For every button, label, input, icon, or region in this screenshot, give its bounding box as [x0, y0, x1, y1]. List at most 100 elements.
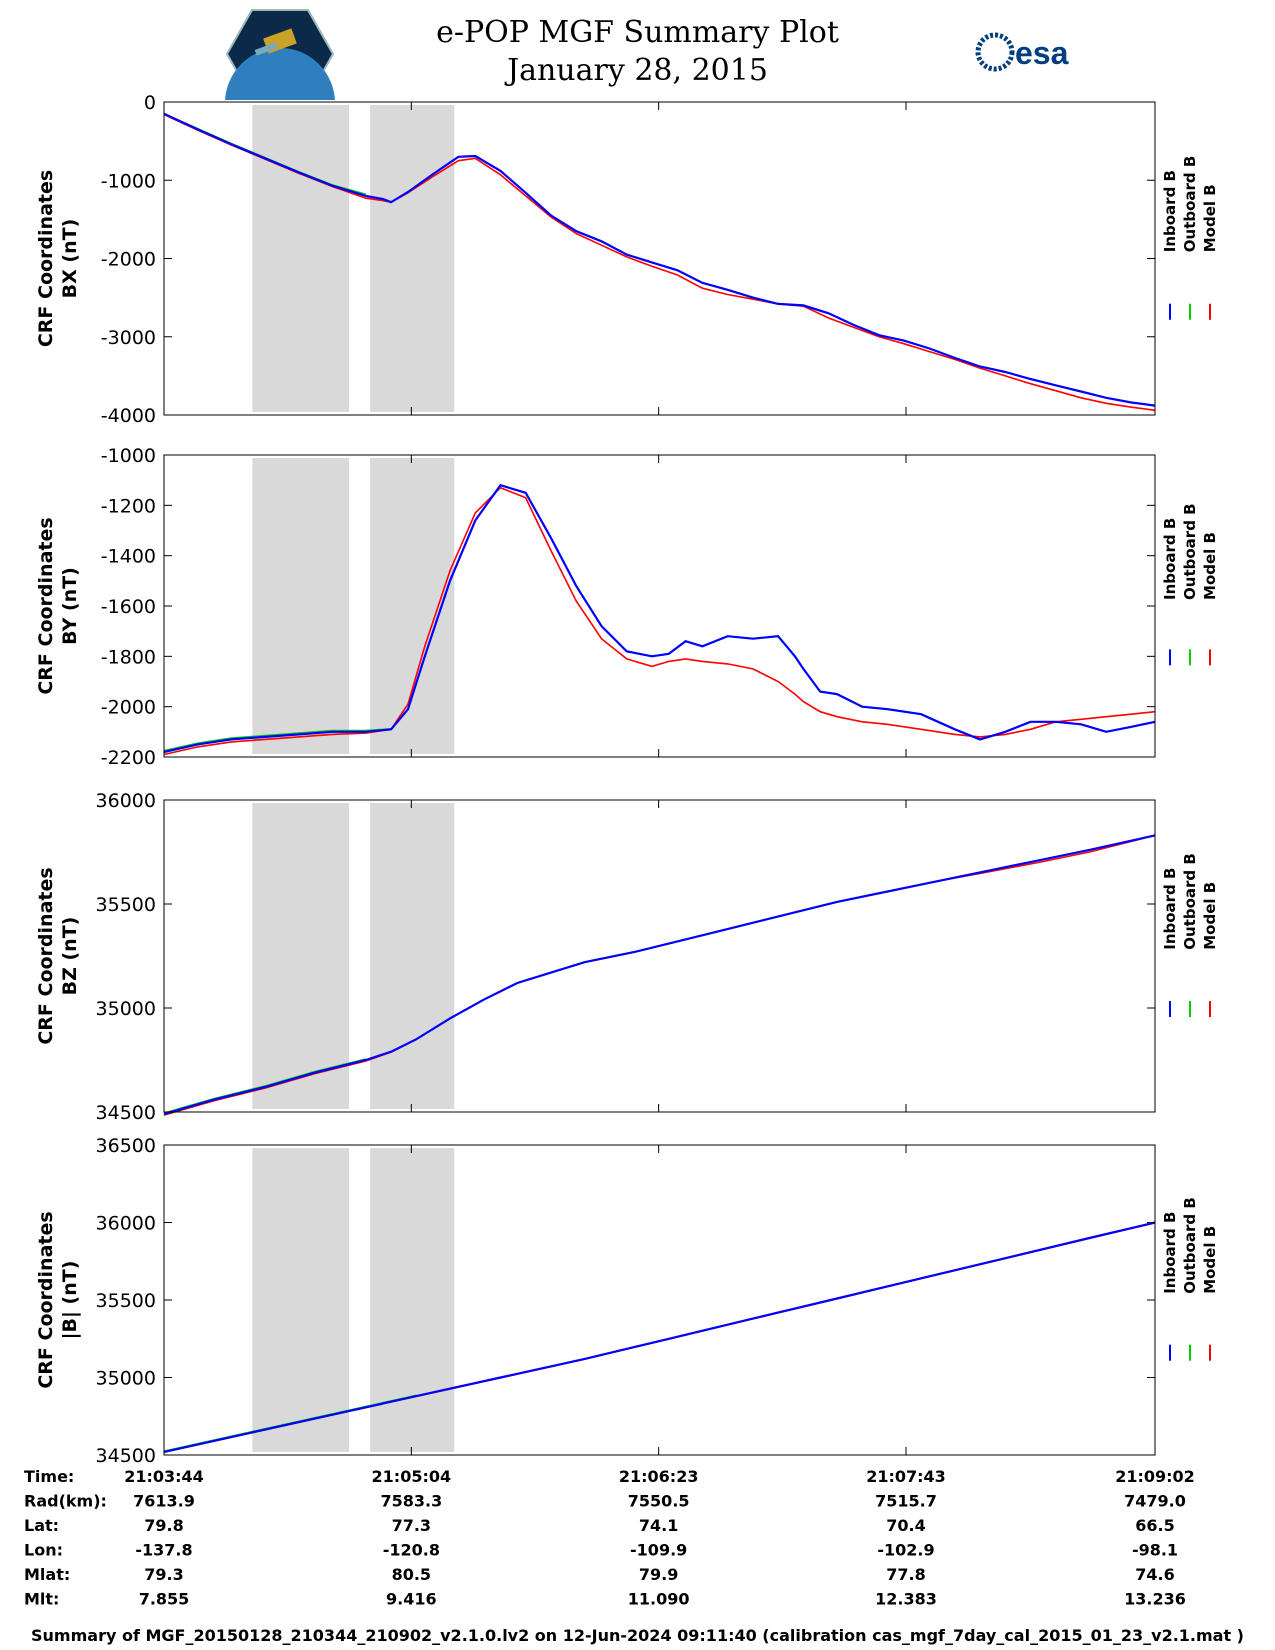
shaded-interval-2-1 — [252, 458, 350, 754]
table-cell-5-2: 7479.0 — [1124, 1492, 1186, 1511]
series-inboard-b-panel-4 — [163, 1221, 1156, 1453]
mission-logo — [225, 9, 335, 100]
table-cell-1-4: -137.8 — [135, 1541, 192, 1560]
table-row-label-2: Rad(km): — [24, 1492, 107, 1511]
table-cell-2-6: 9.416 — [386, 1590, 437, 1609]
legend-label-4-2: Outboard B — [1181, 1197, 1199, 1294]
y-tick-label-3-4: 34500 — [96, 1102, 156, 1124]
y-tick-label-2-5: -1800 — [101, 646, 156, 668]
table-cell-1-1: 21:03:44 — [124, 1467, 204, 1486]
y-tick-label-2-1: -1000 — [101, 445, 156, 467]
shaded-interval-3-2 — [370, 803, 455, 1109]
table-cell-3-6: 11.090 — [628, 1590, 690, 1609]
table-cell-4-3: 70.4 — [886, 1516, 925, 1535]
table-cell-4-6: 12.383 — [875, 1590, 937, 1609]
y-tick-label-2-2: -1200 — [101, 495, 156, 517]
table-cell-5-1: 21:09:02 — [1115, 1467, 1195, 1486]
legend-label-4-1: Inboard B — [1161, 1212, 1179, 1294]
table-row-label-3: Lat: — [24, 1516, 59, 1535]
table-cell-2-5: 80.5 — [392, 1565, 431, 1584]
footer-caption: Summary of MGF_20150128_210344_210902_v2… — [31, 1626, 1244, 1645]
legend-label-2-1: Inboard B — [1161, 518, 1179, 600]
table-cell-3-3: 74.1 — [639, 1516, 678, 1535]
series-inboard-b-panel-2 — [163, 483, 1156, 754]
table-cell-3-5: 79.9 — [639, 1565, 678, 1584]
legend-label-1-1: Inboard B — [1161, 170, 1179, 252]
table-cell-2-3: 77.3 — [392, 1516, 431, 1535]
y-axis-unit-label-2: BY (nT) — [59, 567, 81, 645]
table-cell-1-6: 7.855 — [139, 1590, 190, 1609]
y-tick-label-3-3: 35000 — [96, 998, 156, 1020]
y-tick-label-4-4: 35000 — [96, 1368, 156, 1390]
table-row-label-5: Mlat: — [24, 1565, 70, 1584]
table-cell-5-5: 74.6 — [1135, 1565, 1174, 1584]
table-cell-5-6: 13.236 — [1124, 1590, 1186, 1609]
legend-label-2-3: Model B — [1201, 532, 1219, 600]
legend-label-2-2: Outboard B — [1181, 503, 1199, 600]
chart-title: e-POP MGF Summary Plot — [436, 15, 839, 50]
y-tick-label-2-4: -1600 — [101, 596, 156, 618]
series-outboard-b-panel-2 — [163, 728, 392, 752]
shaded-interval-2-2 — [370, 458, 455, 754]
legend-label-3-3: Model B — [1201, 882, 1219, 950]
title-block: e-POP MGF Summary Plot January 28, 2015 — [0, 14, 1275, 90]
table-cell-5-4: -98.1 — [1132, 1541, 1178, 1560]
panel-frame-3 — [163, 799, 1156, 1113]
y-tick-label-4-5: 34500 — [96, 1445, 156, 1467]
table-cell-4-2: 7515.7 — [875, 1492, 937, 1511]
table-cell-1-3: 79.8 — [144, 1516, 183, 1535]
y-tick-label-4-1: 36500 — [96, 1135, 156, 1157]
y-axis-unit-label-1: BX (nT) — [59, 219, 81, 299]
y-axis-unit-label-3: BZ (nT) — [59, 917, 81, 996]
table-row-label-4: Lon: — [24, 1541, 63, 1560]
table-cell-4-1: 21:07:43 — [866, 1467, 946, 1486]
table-cell-3-1: 21:06:23 — [619, 1467, 699, 1486]
series-inboard-b-panel-3 — [163, 834, 1156, 1116]
table-row-label-1: Time: — [24, 1467, 74, 1486]
chart-subtitle: January 28, 2015 — [507, 53, 768, 88]
y-tick-label-2-6: -2000 — [101, 697, 156, 719]
legend-label-3-2: Outboard B — [1181, 853, 1199, 950]
series-model-b-panel-1 — [163, 113, 1156, 412]
table-cell-2-1: 21:05:04 — [372, 1467, 452, 1486]
table-row-label-6: Mlt: — [24, 1590, 59, 1609]
table-cell-5-3: 66.5 — [1135, 1516, 1174, 1535]
y-axis-label-4: CRF Coordinates — [35, 1211, 57, 1388]
shaded-interval-4-1 — [252, 1148, 350, 1452]
legend-label-4-3: Model B — [1201, 1226, 1219, 1294]
y-tick-label-1-1: 0 — [144, 92, 156, 114]
y-tick-label-2-7: -2200 — [101, 747, 156, 769]
y-axis-label-2: CRF Coordinates — [35, 517, 57, 694]
table-cell-4-4: -102.9 — [877, 1541, 934, 1560]
shaded-interval-3-1 — [252, 803, 350, 1109]
table-cell-4-5: 77.8 — [886, 1565, 925, 1584]
shaded-interval-1-1 — [252, 105, 350, 412]
esa-logo-text: esa — [1015, 35, 1069, 71]
y-tick-label-1-3: -2000 — [101, 249, 156, 271]
table-cell-3-2: 7550.5 — [628, 1492, 690, 1511]
y-tick-label-3-1: 36000 — [96, 790, 156, 812]
y-tick-label-4-2: 36000 — [96, 1213, 156, 1235]
esa-logo: esa — [975, 32, 1069, 72]
shaded-interval-4-2 — [370, 1148, 455, 1452]
table-cell-2-2: 7583.3 — [380, 1492, 442, 1511]
shaded-interval-1-2 — [370, 105, 455, 412]
table-cell-2-4: -120.8 — [383, 1541, 440, 1560]
y-tick-label-1-2: -1000 — [101, 170, 156, 192]
table-cell-1-2: 7613.9 — [133, 1492, 195, 1511]
y-axis-unit-label-4: |B| (nT) — [59, 1261, 81, 1340]
y-axis-label-3: CRF Coordinates — [35, 867, 57, 1044]
y-tick-label-1-4: -3000 — [101, 327, 156, 349]
y-axis-label-1: CRF Coordinates — [35, 170, 57, 347]
table-cell-3-4: -109.9 — [630, 1541, 687, 1560]
legend-label-1-2: Outboard B — [1181, 156, 1199, 253]
series-inboard-b-panel-1 — [163, 112, 1156, 407]
legend-label-3-1: Inboard B — [1161, 868, 1179, 950]
legend-label-1-3: Model B — [1201, 184, 1219, 252]
y-tick-label-1-5: -4000 — [101, 405, 156, 427]
y-tick-label-4-3: 35500 — [96, 1290, 156, 1312]
table-cell-1-5: 79.3 — [144, 1565, 183, 1584]
y-tick-label-3-2: 35500 — [96, 894, 156, 916]
y-tick-label-2-3: -1400 — [101, 546, 156, 568]
